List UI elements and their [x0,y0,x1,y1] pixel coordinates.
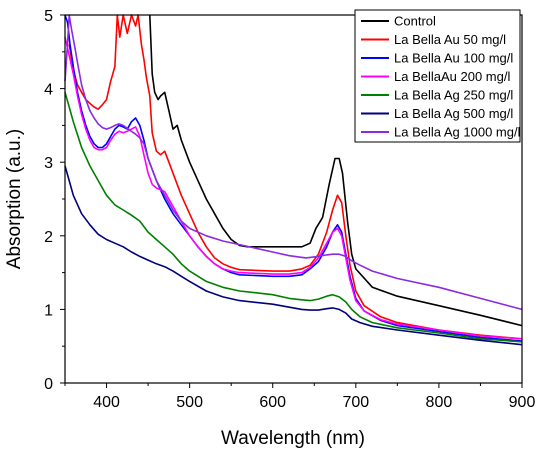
y-axis-title: Absorption (a.u.) [4,129,25,269]
x-tick-label: 900 [509,394,536,411]
legend-label-7: La Bella Ag 1000 mg/l [394,125,521,140]
legend: Control La Bella Au 50 mg/l La Bella Au 10… [354,9,521,143]
legend-label-5: La Bella Ag 250 mg/l [394,88,513,103]
legend-label-1: Control [394,14,436,29]
series-line-6 [64,165,523,346]
series-line-2 [68,14,523,340]
y-tick-label: 1 [44,302,53,319]
y-tick-label: 4 [44,82,53,99]
legend-label-4: La BellaAu 200 mg/l [394,69,510,84]
axis-layer: 400 500 600 700 800 900 0 1 2 3 4 5 [44,8,535,411]
series-line-5 [64,92,523,343]
legend-label-6: La Bella Ag 500 mg/l [394,106,513,121]
x-tick-label: 600 [259,394,286,411]
legend-label-3: La Bella Au 100 mg/l [394,51,513,66]
y-tick-label: 3 [44,155,53,172]
y-tick-label: 5 [44,8,53,25]
x-tick-label: 800 [426,394,453,411]
y-tick-label: 2 [44,229,53,246]
series-line-7 [64,14,523,311]
x-tick-label: 700 [342,394,369,411]
series-layer [64,14,523,346]
y-tick-label: 0 [44,376,53,393]
x-tick-label: 500 [176,394,203,411]
series-line-1 [149,14,523,327]
x-axis-title: Wavelength (nm) [221,428,365,449]
legend-label-2: La Bella Au 50 mg/l [394,32,506,47]
x-tick-label: 400 [93,394,120,411]
